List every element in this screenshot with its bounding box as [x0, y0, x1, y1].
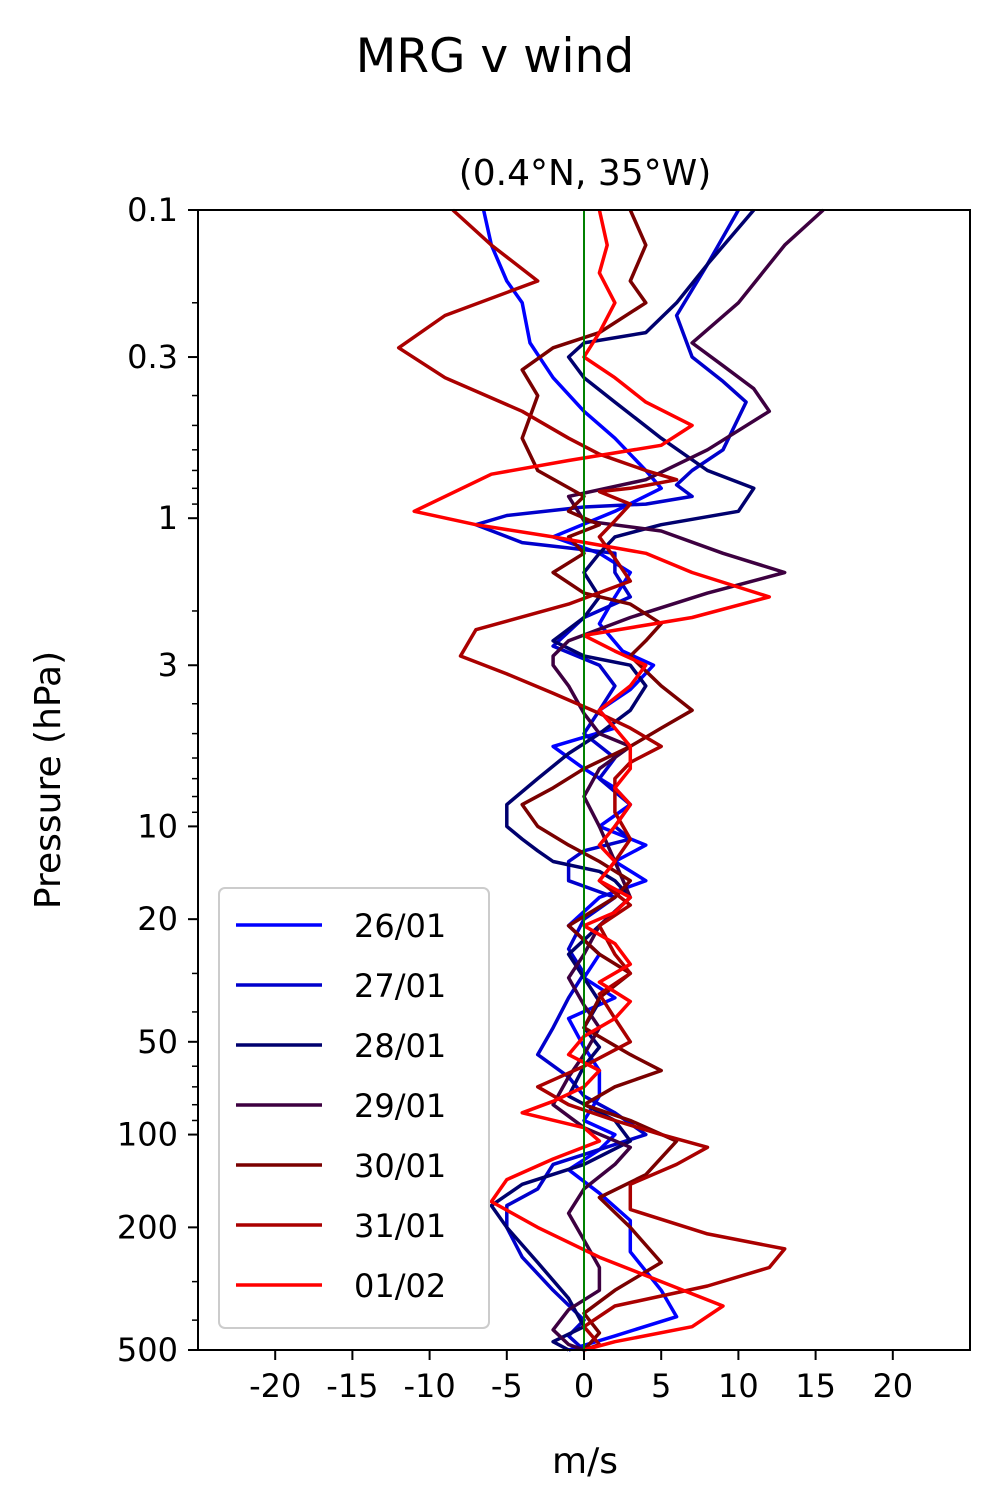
series-line-1: [474, 209, 748, 1352]
y-tick-label: 50: [137, 1023, 178, 1061]
y-tick-label: 10: [137, 807, 178, 845]
x-tick-label: -10: [403, 1367, 455, 1405]
legend-label: 31/01: [354, 1207, 446, 1245]
legend: 26/01 27/01 28/01 29/01 30/01 31/01 01/02: [218, 887, 490, 1329]
y-tick-label: 1: [158, 499, 178, 537]
legend-label: 30/01: [354, 1147, 446, 1185]
y-tick-label: 200: [117, 1208, 178, 1246]
legend-label: 26/01: [354, 907, 446, 945]
y-tick-label: 20: [137, 900, 178, 938]
y-tick-label: 3: [158, 646, 178, 684]
plot-area: [396, 208, 825, 1352]
chart-title: MRG v wind: [356, 29, 634, 84]
series-line-5: [396, 208, 787, 1352]
axes: -20 -15 -10 -5 0 5 10 15 20 0.1 0.3 1 3 10 20 50 100 200 5…: [117, 191, 913, 1405]
x-tick-label: 15: [795, 1367, 836, 1405]
y-tick-label: 0.3: [127, 338, 178, 376]
x-tick-label: 5: [651, 1367, 671, 1405]
x-tick-label: -20: [249, 1367, 301, 1405]
series-line-2: [489, 208, 756, 1352]
series-line-4: [520, 209, 694, 1352]
x-tick-label: 10: [718, 1367, 759, 1405]
legend-label: 28/01: [354, 1027, 446, 1065]
series-line-0: [481, 209, 679, 1352]
y-tick-label: 100: [117, 1116, 178, 1154]
x-tick-label: -15: [326, 1367, 378, 1405]
legend-label: 27/01: [354, 967, 446, 1005]
y-axis-label: Pressure (hPa): [28, 651, 69, 909]
x-axis-label: m/s: [552, 1441, 618, 1482]
series-line-3: [551, 208, 825, 1352]
legend-label: 01/02: [354, 1267, 446, 1305]
x-tick-label: -5: [491, 1367, 523, 1405]
x-tick-label: 20: [872, 1367, 913, 1405]
legend-label: 29/01: [354, 1087, 446, 1125]
y-tick-label: 0.1: [127, 191, 178, 229]
legend-box: [218, 887, 490, 1329]
y-tick-label: 500: [117, 1331, 178, 1369]
chart-subtitle: (0.4°N, 35°W): [459, 153, 712, 194]
x-tick-label: 0: [574, 1367, 594, 1405]
